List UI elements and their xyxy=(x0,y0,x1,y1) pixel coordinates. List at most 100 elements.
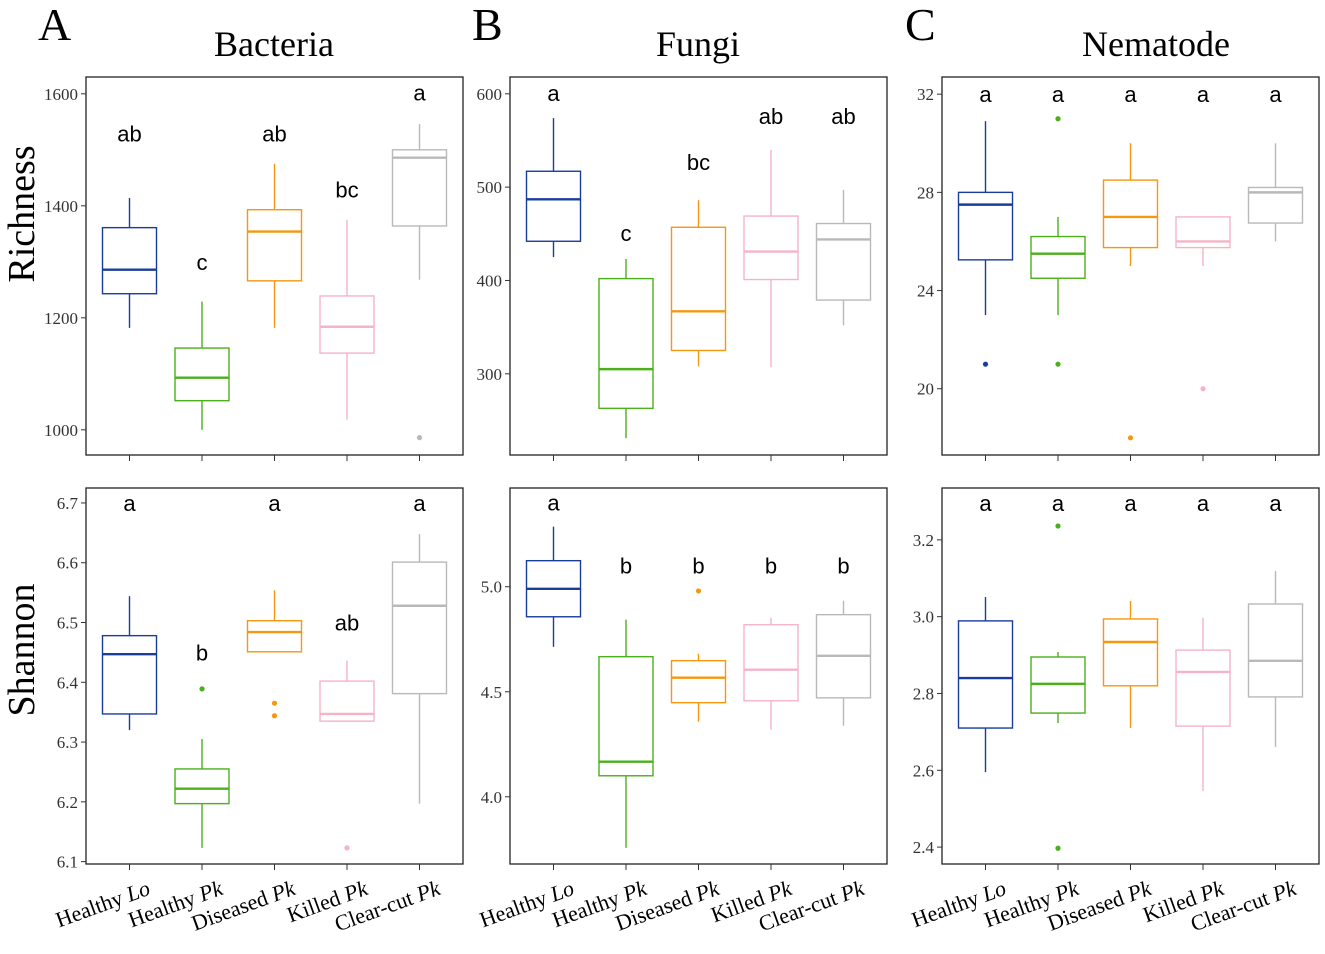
outlier-point xyxy=(271,700,278,706)
box-healthy-lo: a xyxy=(101,491,158,870)
row-label-shannon: Shannon xyxy=(1,584,43,717)
outlier-point xyxy=(1055,116,1061,122)
panel-label-c: C xyxy=(905,0,936,50)
box-healthy-pk: a xyxy=(1030,82,1086,461)
category-name: Healthy xyxy=(52,883,131,932)
box-healthy-lo: ab xyxy=(101,122,158,461)
significance-letter: c xyxy=(621,221,632,246)
significance-letter: a xyxy=(1124,82,1137,107)
box-clear-cut-pk: a xyxy=(1247,491,1304,870)
y-tick-label: 32 xyxy=(917,85,934,104)
significance-letter: a xyxy=(1124,491,1137,516)
significance-letter: a xyxy=(979,82,992,107)
significance-letter: b xyxy=(765,554,777,579)
significance-letter: b xyxy=(692,554,704,579)
significance-letter: a xyxy=(413,81,426,106)
significance-letter: a xyxy=(1197,491,1210,516)
box-killed-pk: ab xyxy=(743,104,799,461)
y-tick-label: 400 xyxy=(477,271,503,290)
outlier-point xyxy=(344,845,350,851)
y-tick-label: 6.4 xyxy=(57,673,79,692)
box-diseased-pk: a xyxy=(1102,82,1159,461)
iqr-box xyxy=(1175,216,1231,249)
box-killed-pk: ab xyxy=(319,610,375,870)
iqr-box xyxy=(670,226,727,352)
y-tick-label: 6.5 xyxy=(57,613,78,632)
column-title-fungi: Fungi xyxy=(656,24,740,64)
significance-letter: b xyxy=(620,554,632,579)
box-clear-cut-pk: a xyxy=(391,491,448,870)
iqr-box xyxy=(1175,649,1231,727)
significance-letter: a xyxy=(1052,491,1065,516)
box-killed-pk: a xyxy=(1175,82,1231,461)
outlier-point xyxy=(199,686,205,692)
y-tick-label: 1600 xyxy=(44,85,78,104)
iqr-box xyxy=(246,209,303,282)
outlier-point xyxy=(271,713,278,719)
significance-letter: b xyxy=(837,554,849,579)
y-tick-label: 500 xyxy=(477,178,503,197)
significance-letter: a xyxy=(1052,82,1065,107)
box-diseased-pk: ab xyxy=(246,122,303,461)
iqr-box xyxy=(743,624,799,702)
box-healthy-lo: a xyxy=(525,81,582,461)
significance-letter: a xyxy=(1269,491,1282,516)
iqr-box xyxy=(743,215,799,281)
iqr-box xyxy=(101,226,158,295)
y-tick-label: 2.4 xyxy=(913,838,935,857)
y-tick-label: 20 xyxy=(917,380,934,399)
significance-letter: ab xyxy=(117,122,141,147)
box-killed-pk: b xyxy=(743,554,799,870)
iqr-box xyxy=(174,768,230,805)
iqr-box xyxy=(670,659,727,704)
panel-label-b: B xyxy=(472,0,503,50)
row-label-richness: Richness xyxy=(1,145,43,282)
y-tick-label: 1000 xyxy=(44,421,78,440)
y-tick-label: 2.8 xyxy=(913,684,934,703)
iqr-box xyxy=(319,295,375,354)
outlier-point xyxy=(1200,386,1206,392)
box-healthy-pk: a xyxy=(1030,491,1086,870)
y-tick-label: 6.7 xyxy=(57,494,79,513)
y-tick-label: 6.2 xyxy=(57,793,78,812)
iqr-box xyxy=(391,561,448,695)
y-tick-label: 28 xyxy=(917,183,934,202)
outlier-point xyxy=(1055,845,1061,851)
category-name: Healthy xyxy=(908,883,987,932)
significance-letter: a xyxy=(413,491,426,516)
y-tick-label: 2.6 xyxy=(913,761,934,780)
y-tick-label: 3.2 xyxy=(913,531,934,550)
iqr-box xyxy=(957,191,1014,261)
panel-fungi-richness: 300 400 500 600 a c bc ab ab xyxy=(477,76,888,461)
box-diseased-pk: b xyxy=(670,554,727,870)
outlier-point xyxy=(1127,435,1134,441)
box-clear-cut-pk: b xyxy=(815,554,872,870)
box-diseased-pk: bc xyxy=(670,150,727,461)
y-tick-label: 6.6 xyxy=(57,554,78,573)
y-tick-label: 600 xyxy=(477,85,503,104)
iqr-box xyxy=(598,277,654,410)
significance-letter: a xyxy=(1197,82,1210,107)
iqr-box xyxy=(815,222,872,301)
y-tick-label: 3.0 xyxy=(913,608,934,627)
box-diseased-pk: a xyxy=(1102,491,1159,870)
significance-letter: b xyxy=(196,640,208,665)
significance-letter: c xyxy=(197,250,208,275)
outlier-point xyxy=(1055,523,1061,529)
significance-letter: bc xyxy=(687,150,710,175)
box-healthy-pk: b xyxy=(598,554,654,870)
significance-letter: a xyxy=(547,491,560,516)
category-name: Healthy xyxy=(476,883,555,932)
iqr-box xyxy=(1102,179,1159,249)
panel-bacteria-richness: 1000 1200 1400 1600 ab c ab bc a xyxy=(44,76,464,461)
box-clear-cut-pk: a xyxy=(1247,82,1304,461)
iqr-box xyxy=(1102,618,1159,687)
significance-letter: ab xyxy=(262,122,286,147)
outlier-point xyxy=(695,588,702,594)
y-tick-label: 4.5 xyxy=(481,683,502,702)
significance-letter: a xyxy=(123,491,136,516)
significance-letter: a xyxy=(268,491,281,516)
